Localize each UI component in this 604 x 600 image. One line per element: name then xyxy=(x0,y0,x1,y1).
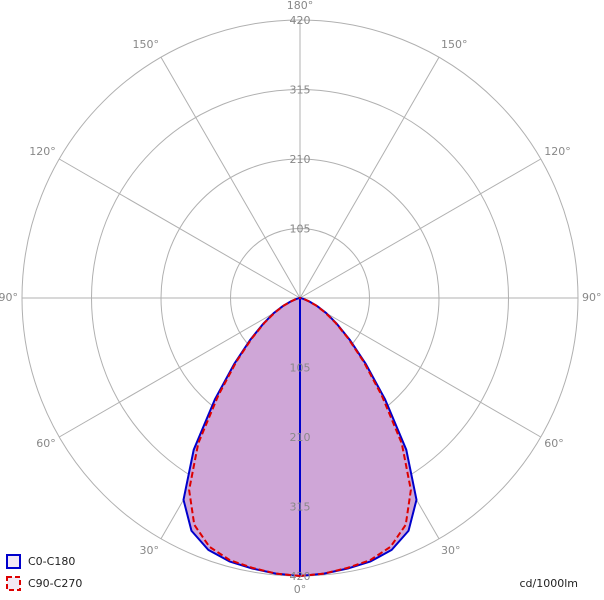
angle-label: 90° xyxy=(582,291,602,304)
unit-label: cd/1000lm xyxy=(519,577,578,590)
r-tick-label: 420 xyxy=(290,14,311,27)
r-tick-label: 315 xyxy=(290,84,311,97)
curve xyxy=(299,297,412,577)
angle-label: 150° xyxy=(133,38,160,51)
r-tick-label: 420 xyxy=(290,570,311,583)
r-tick-label: 105 xyxy=(290,362,311,375)
spoke xyxy=(160,56,301,299)
legend-text: C0-C180 xyxy=(28,555,75,568)
spoke xyxy=(58,158,301,299)
angle-label: 150° xyxy=(441,38,468,51)
r-tick-label: 105 xyxy=(290,223,311,236)
angle-label: 60° xyxy=(36,437,56,450)
spoke xyxy=(299,158,542,299)
angle-label: 180° xyxy=(287,0,314,12)
r-tick-label: 210 xyxy=(290,153,311,166)
spoke xyxy=(299,297,542,438)
spoke xyxy=(58,297,301,438)
angle-label: 0° xyxy=(294,583,307,596)
legend-swatch xyxy=(6,576,21,591)
angle-label: 30° xyxy=(441,544,461,557)
spoke xyxy=(299,56,440,299)
angle-label: 90° xyxy=(0,291,18,304)
r-tick-label: 210 xyxy=(290,431,311,444)
curve xyxy=(188,297,301,577)
legend-swatch xyxy=(6,554,21,569)
legend-text: C90-C270 xyxy=(28,577,82,590)
angle-label: 120° xyxy=(29,145,56,158)
angle-label: 120° xyxy=(544,145,571,158)
angle-label: 60° xyxy=(544,437,564,450)
r-tick-label: 315 xyxy=(290,501,311,514)
angle-label: 30° xyxy=(140,544,160,557)
